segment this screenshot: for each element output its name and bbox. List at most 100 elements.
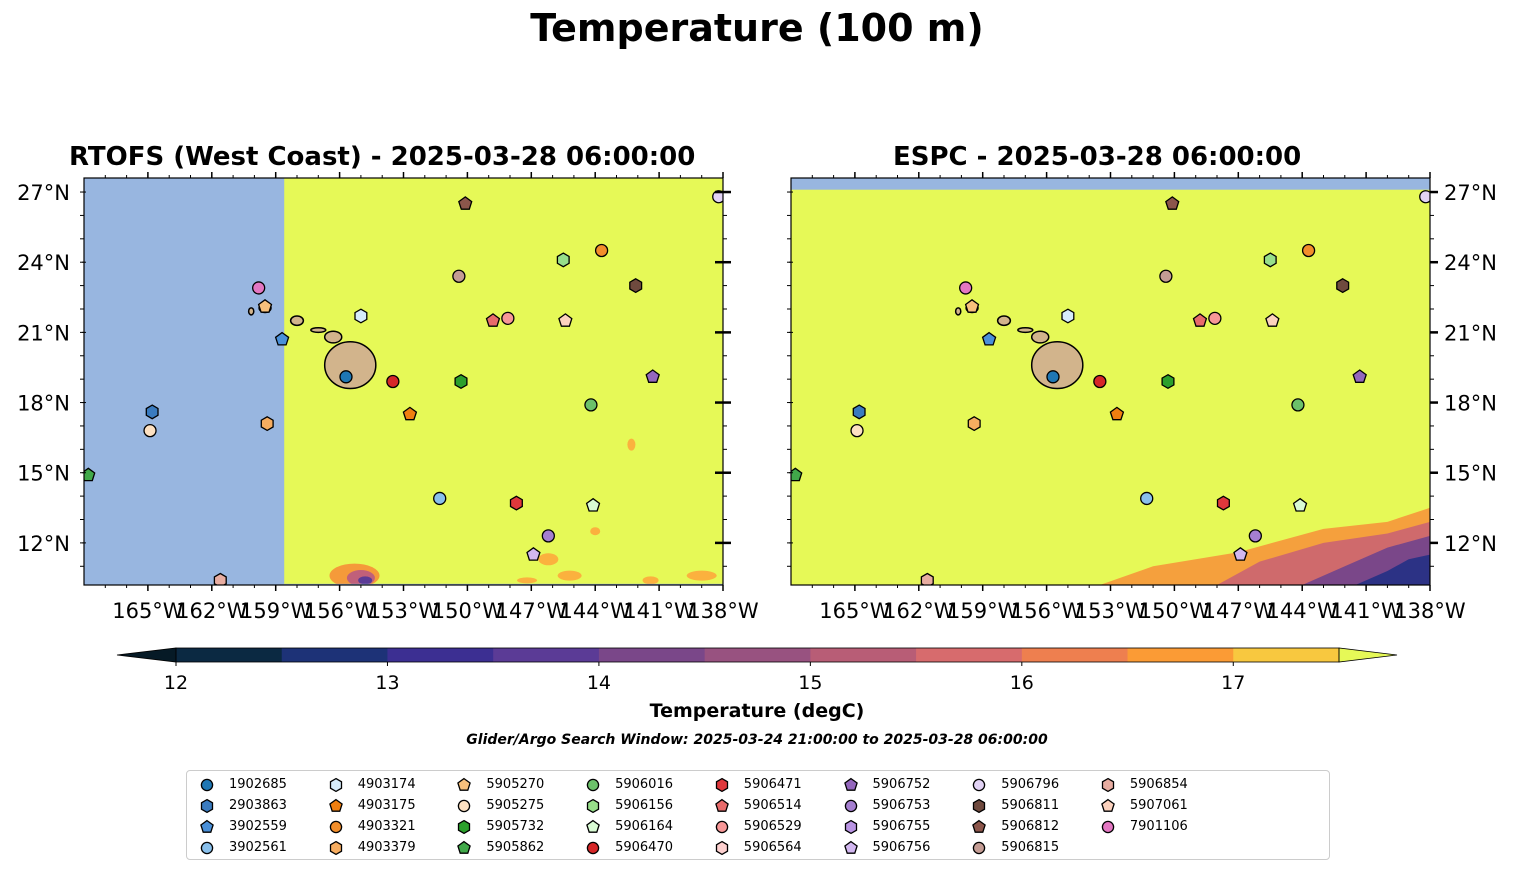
legend-label: 5906016 [615, 777, 673, 792]
float-5906755 [272, 124, 284, 138]
float-5906164 [585, 497, 601, 512]
float-5906756 [526, 546, 541, 561]
legend-marker-5906854 [1101, 777, 1115, 793]
float-1902685 [1046, 370, 1060, 384]
island-maui [323, 330, 343, 344]
temperature-field [791, 178, 1430, 585]
legend-marker [843, 777, 858, 791]
legend-marker [1101, 820, 1115, 834]
y-tick-label: 15°N [1444, 462, 1497, 486]
legend-label: 5905732 [486, 819, 545, 834]
float-5906514 [485, 313, 501, 327]
y-tick-label: 21°N [1444, 321, 1497, 345]
float-5906796 [1419, 190, 1430, 204]
float-3902559 [981, 331, 997, 346]
float-5906815 [452, 269, 466, 283]
legend-label: 5905270 [486, 777, 545, 792]
legend-label: 4903175 [357, 798, 416, 813]
x-tick-label: 138°W [1394, 599, 1466, 623]
float-5906796 [712, 190, 723, 204]
cool-patch [557, 570, 582, 581]
legend-marker-5906811 [973, 798, 986, 814]
float-4903175 [402, 406, 418, 421]
float-1902685 [339, 370, 353, 384]
legend-marker [457, 840, 472, 854]
legend-marker [973, 798, 986, 814]
colorbar-segment [1021, 648, 1129, 662]
legend-marker-4903379 [329, 840, 342, 856]
legend-label: 5905275 [486, 798, 545, 813]
float-5906815 [1159, 269, 1173, 283]
x-tick-label: 147°W [496, 599, 568, 623]
x-tick-label: 141°W [623, 599, 695, 623]
legend-label: 5906164 [615, 819, 673, 834]
legend-marker [329, 777, 342, 793]
colorbar-frame [175, 647, 1340, 663]
legend-label: 3902561 [229, 840, 287, 855]
cool-water [1355, 554, 1430, 585]
float-4903379 [260, 416, 274, 432]
legend-label: 5906753 [872, 798, 931, 813]
float-2903863 [852, 404, 866, 420]
float-5906812 [1165, 196, 1180, 210]
island-hawaii [1030, 340, 1084, 390]
colorbar-segment [493, 648, 600, 662]
x-tick-label: 153°W [368, 599, 440, 623]
legend-marker [328, 798, 343, 812]
legend-marker-5906529 [715, 820, 729, 834]
colorbar-extend-low [116, 647, 177, 663]
float-4903321 [594, 243, 609, 258]
cool-patch [590, 527, 601, 536]
x-tick-label: 156°W [1011, 599, 1083, 623]
x-tick-label: 144°W [560, 599, 632, 623]
colorbar-segment [810, 648, 917, 662]
colorbar-segment [704, 648, 811, 662]
legend-label: 5906756 [872, 840, 931, 855]
legend-label: 5906514 [743, 798, 802, 813]
cool-patch [642, 576, 659, 585]
search-window-text: Glider/Argo Search Window: 2025-03-24 21… [466, 732, 1048, 748]
float-5906529 [1208, 311, 1222, 325]
float-5905275 [143, 423, 157, 438]
legend-label: 3902559 [229, 819, 287, 834]
y-tick-label: 21°N [17, 321, 70, 345]
y-tick-label: 24°N [17, 251, 70, 275]
legend-marker [200, 798, 214, 814]
y-tick-label: 27°N [17, 181, 70, 205]
colorbar-segment [598, 648, 706, 662]
legend-marker [715, 820, 729, 834]
island-molokai [310, 326, 327, 334]
x-tick-label: 165°W [819, 599, 891, 623]
float-4903174 [1061, 308, 1075, 324]
x-tick-label: 147°W [1203, 599, 1275, 623]
float-4903175 [1109, 406, 1125, 421]
legend-marker [1101, 777, 1115, 793]
x-tick-label: 162°W [176, 599, 248, 623]
legend-marker [972, 819, 987, 833]
island-hawaii [323, 340, 377, 390]
legend-marker [586, 819, 600, 833]
y-tick-label: 15°N [17, 462, 70, 486]
legend-marker [458, 799, 471, 813]
float-5906016 [584, 398, 598, 412]
legend-marker [457, 777, 472, 791]
legend-marker-7901106 [1101, 820, 1115, 834]
float-5906164 [1292, 497, 1308, 512]
float-2903863 [145, 404, 159, 420]
legend-marker-5907061 [1101, 798, 1115, 812]
panel-rtofs: 165°W162°W159°W156°W153°W150°W147°W144°W… [17, 124, 759, 623]
float-7901106 [252, 281, 266, 295]
legend-marker [458, 819, 471, 835]
colorbar-tick-label: 14 [587, 672, 611, 694]
rtofs-map: 165°W162°W159°W156°W153°W150°W147°W144°W… [17, 124, 1497, 623]
island-niihau [954, 307, 962, 316]
masked-region [791, 178, 1430, 190]
island-oahu [996, 315, 1012, 327]
float-5906156 [556, 252, 570, 268]
legend-label: 5906812 [1001, 819, 1060, 834]
legend-marker-5905275 [458, 799, 471, 813]
legend-label: 5906470 [615, 840, 673, 855]
y-tick-label: 24°N [1444, 251, 1497, 275]
float-5906811 [1336, 278, 1350, 294]
legend-marker-5905732 [458, 819, 471, 835]
